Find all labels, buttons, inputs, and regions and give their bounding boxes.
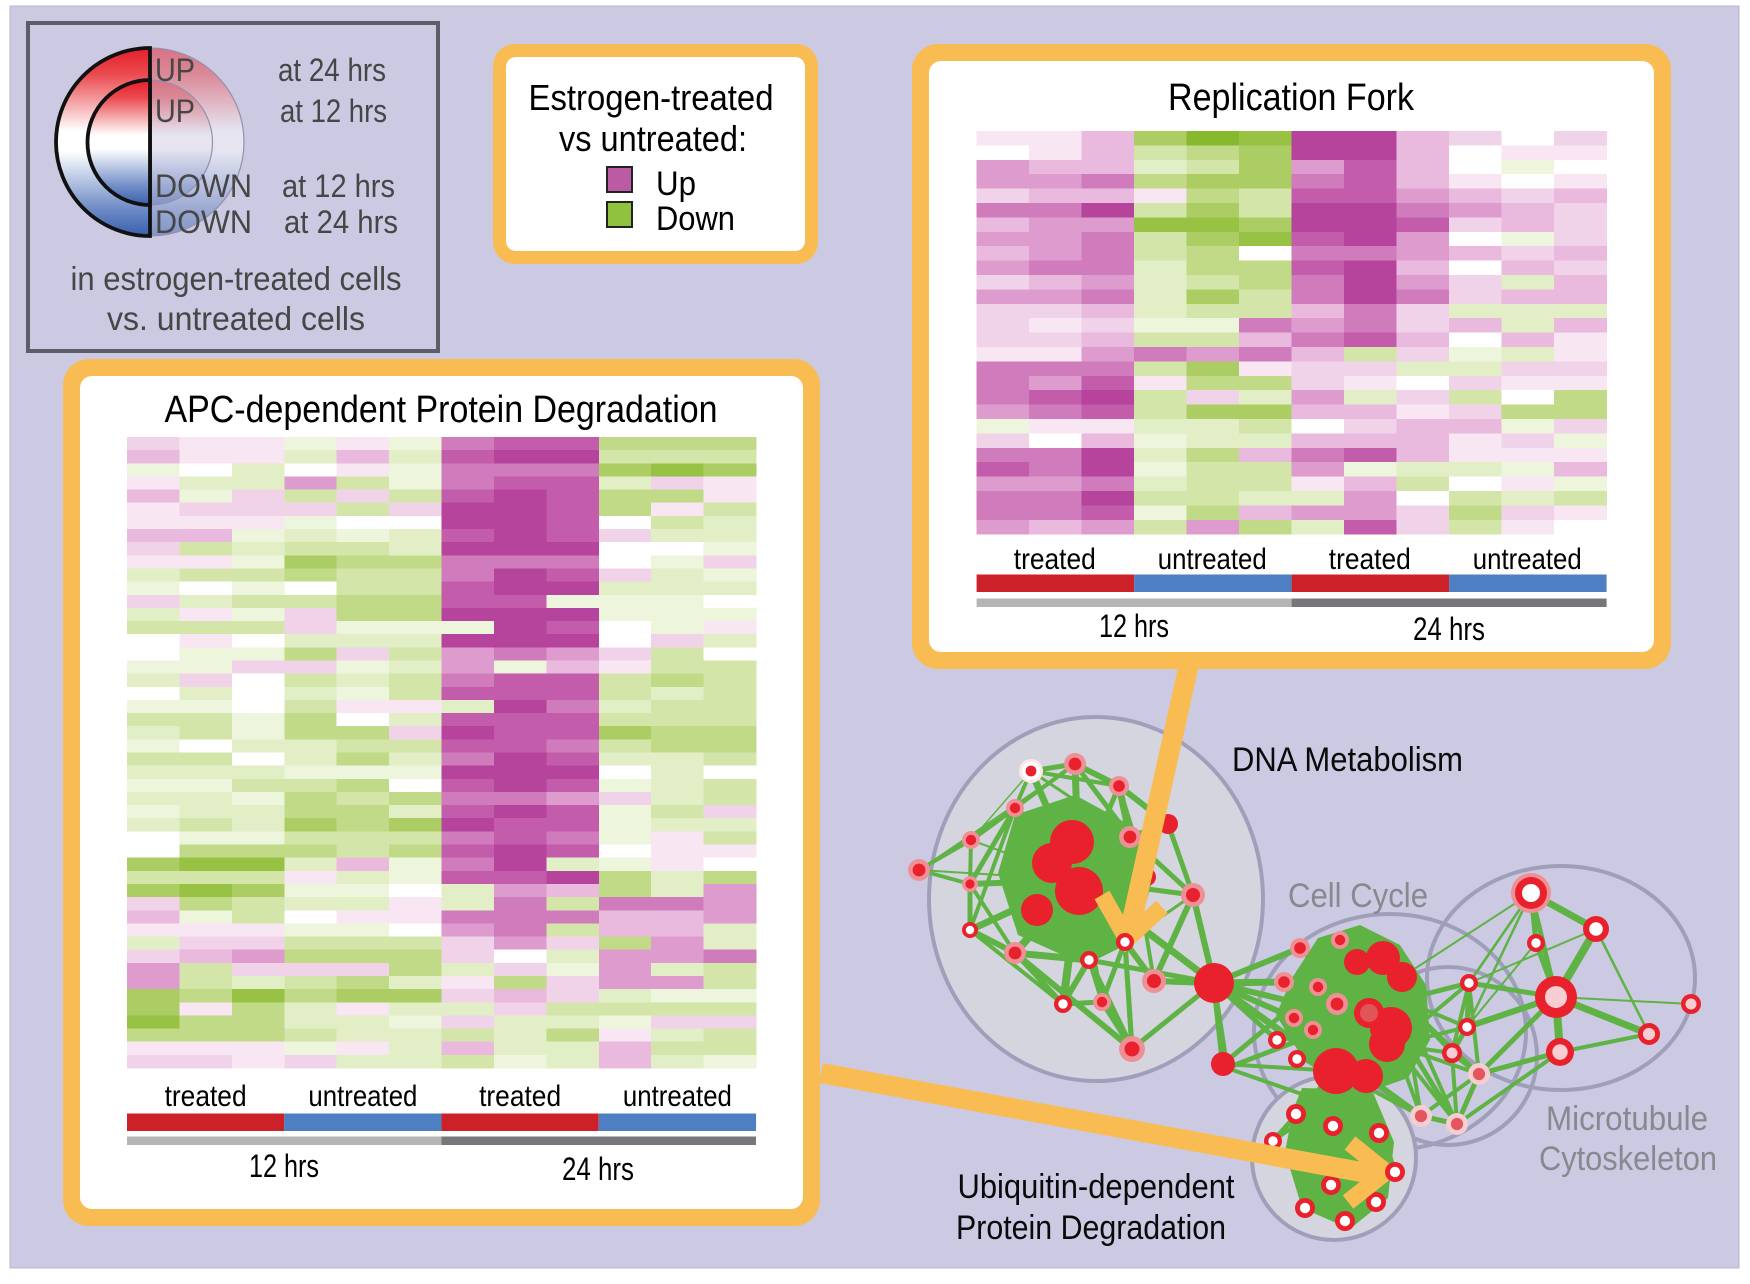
svg-text:treated: treated — [479, 1080, 561, 1113]
svg-text:at 12 hrs: at 12 hrs — [280, 93, 387, 129]
svg-text:24 hrs: 24 hrs — [562, 1151, 634, 1187]
svg-text:at 24 hrs: at 24 hrs — [284, 204, 398, 240]
svg-text:Ubiquitin-dependent: Ubiquitin-dependent — [958, 1168, 1236, 1206]
svg-text:vs untreated:: vs untreated: — [559, 118, 747, 159]
svg-text:Up: Up — [656, 165, 696, 203]
svg-text:DOWN: DOWN — [155, 204, 252, 240]
svg-text:treated: treated — [165, 1080, 247, 1113]
svg-text:Estrogen-treated: Estrogen-treated — [529, 77, 774, 118]
svg-text:treated: treated — [1329, 543, 1411, 576]
svg-text:DNA Metabolism: DNA Metabolism — [1232, 741, 1463, 779]
svg-text:untreated: untreated — [1473, 543, 1582, 576]
svg-text:at 24 hrs: at 24 hrs — [278, 52, 386, 88]
svg-text:untreated: untreated — [308, 1080, 417, 1113]
svg-text:Replication Fork: Replication Fork — [1168, 77, 1415, 119]
svg-text:DOWN: DOWN — [155, 168, 252, 204]
svg-text:24 hrs: 24 hrs — [1413, 611, 1485, 647]
svg-text:Down: Down — [656, 200, 735, 238]
svg-text:vs. untreated cells: vs. untreated cells — [107, 300, 365, 337]
svg-text:Protein Degradation: Protein Degradation — [956, 1209, 1226, 1247]
svg-text:untreated: untreated — [1158, 543, 1267, 576]
svg-text:APC-dependent Protein Degradat: APC-dependent Protein Degradation — [165, 389, 718, 431]
svg-text:12 hrs: 12 hrs — [249, 1148, 319, 1184]
svg-text:at 12 hrs: at 12 hrs — [282, 168, 395, 204]
svg-text:Cytoskeleton: Cytoskeleton — [1539, 1140, 1717, 1178]
svg-text:UP: UP — [155, 52, 195, 88]
svg-text:12 hrs: 12 hrs — [1099, 608, 1169, 644]
svg-text:in estrogen-treated cells: in estrogen-treated cells — [71, 260, 402, 297]
svg-text:UP: UP — [155, 93, 195, 129]
svg-text:untreated: untreated — [623, 1080, 732, 1113]
svg-text:Cell Cycle: Cell Cycle — [1288, 877, 1428, 915]
svg-text:Microtubule: Microtubule — [1546, 1100, 1708, 1138]
svg-text:treated: treated — [1014, 543, 1096, 576]
